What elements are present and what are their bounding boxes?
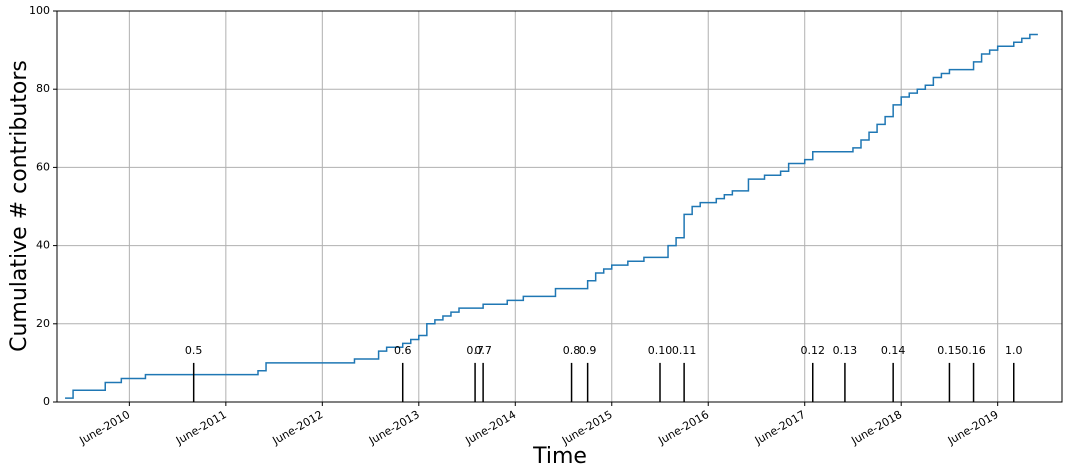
y-axis-label: Cumulative # contributors bbox=[7, 60, 32, 352]
y-tick-label: 80 bbox=[36, 82, 50, 95]
release-label: 0.13 bbox=[833, 344, 858, 357]
release-label: 0.14 bbox=[881, 344, 906, 357]
release-label: 0.6 bbox=[394, 344, 412, 357]
x-axis-label: Time bbox=[532, 444, 587, 469]
y-tick-label: 40 bbox=[36, 239, 50, 252]
release-label: 0.10 bbox=[648, 344, 673, 357]
y-tick-label: 60 bbox=[36, 160, 50, 173]
x-tick-label: June-2012 bbox=[270, 408, 326, 448]
release-label: 0.7 bbox=[466, 344, 484, 357]
x-tick-label: June-2010 bbox=[77, 408, 133, 448]
x-tick-label: June-2019 bbox=[945, 408, 1001, 448]
x-tick-label: June-2016 bbox=[655, 408, 711, 448]
y-tick-label: 100 bbox=[29, 4, 50, 17]
release-label: 1.0 bbox=[1005, 344, 1023, 357]
release-label: 0.9 bbox=[579, 344, 597, 357]
x-tick-label: June-2011 bbox=[173, 408, 229, 448]
step-line bbox=[65, 33, 1038, 399]
release-label: 0.11 bbox=[672, 344, 697, 357]
y-tick-label: 20 bbox=[36, 317, 50, 330]
release-label: 0.7 bbox=[474, 344, 492, 357]
x-tick-label: June-2017 bbox=[752, 408, 808, 448]
release-label: 0.8 bbox=[563, 344, 581, 357]
plot-frame bbox=[56, 10, 1063, 403]
x-tick-label: June-2013 bbox=[366, 408, 422, 448]
release-label: 0.16 bbox=[961, 344, 986, 357]
x-tick-label: June-2014 bbox=[462, 408, 518, 448]
y-tick-label: 0 bbox=[43, 395, 50, 408]
release-label: 0.5 bbox=[185, 344, 203, 357]
x-tick-label: June-2018 bbox=[848, 408, 904, 448]
x-tick-label: June-2015 bbox=[559, 408, 615, 448]
release-label: 0.12 bbox=[801, 344, 826, 357]
release-label: 0.15 bbox=[937, 344, 962, 357]
